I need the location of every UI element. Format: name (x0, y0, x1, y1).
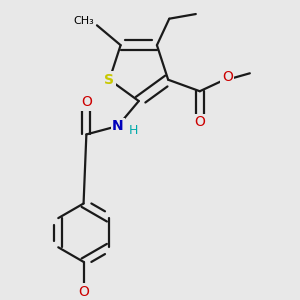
Text: O: O (222, 70, 232, 84)
Text: O: O (81, 95, 92, 110)
Text: O: O (78, 285, 89, 299)
Text: S: S (104, 73, 114, 87)
Text: O: O (194, 115, 205, 129)
Text: H: H (129, 124, 138, 137)
Text: CH₃: CH₃ (74, 16, 94, 26)
Text: N: N (112, 119, 124, 133)
